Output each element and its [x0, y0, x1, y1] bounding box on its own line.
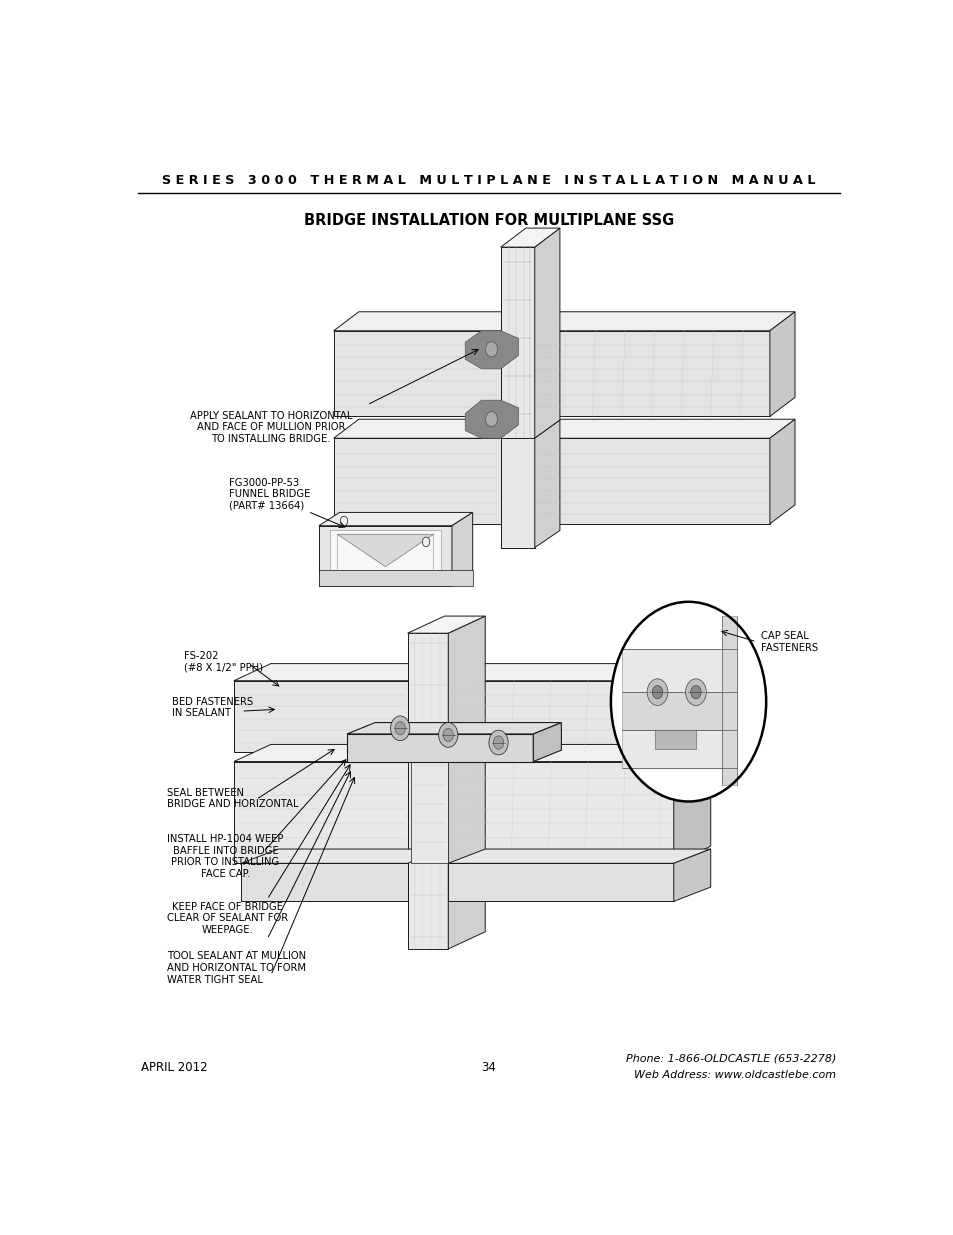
Text: 34: 34: [481, 1061, 496, 1074]
Polygon shape: [535, 419, 794, 438]
Polygon shape: [448, 745, 710, 762]
Polygon shape: [673, 745, 710, 863]
Text: FG3000-PP-53
FUNNEL BRIDGE
(PART# 13664): FG3000-PP-53 FUNNEL BRIDGE (PART# 13664): [229, 478, 310, 511]
Polygon shape: [535, 311, 794, 331]
Polygon shape: [465, 400, 518, 438]
Polygon shape: [535, 331, 769, 416]
Circle shape: [390, 716, 410, 741]
Polygon shape: [500, 228, 559, 247]
Polygon shape: [465, 331, 518, 369]
Text: BRIDGE INSTALLATION FOR MULTIPLANE SSG: BRIDGE INSTALLATION FOR MULTIPLANE SSG: [303, 212, 674, 228]
Polygon shape: [448, 762, 673, 863]
Polygon shape: [347, 734, 533, 762]
Polygon shape: [769, 311, 794, 416]
Polygon shape: [233, 680, 407, 752]
Polygon shape: [655, 730, 696, 750]
Polygon shape: [318, 513, 472, 526]
Polygon shape: [233, 762, 407, 863]
Circle shape: [340, 516, 347, 526]
Polygon shape: [334, 438, 500, 524]
Polygon shape: [673, 663, 710, 752]
Polygon shape: [621, 692, 736, 730]
Circle shape: [685, 679, 705, 705]
Circle shape: [438, 722, 457, 747]
Text: Phone: 1-866-OLDCASTLE (653-2278): Phone: 1-866-OLDCASTLE (653-2278): [625, 1053, 836, 1063]
Polygon shape: [411, 752, 448, 863]
Polygon shape: [407, 634, 448, 948]
Polygon shape: [448, 863, 673, 902]
Polygon shape: [318, 571, 472, 585]
Circle shape: [610, 601, 765, 802]
Text: FS-202
(#8 X 1/2" PPH): FS-202 (#8 X 1/2" PPH): [183, 651, 262, 673]
Text: INSTALL HP-1004 WEEP
BAFFLE INTO BRIDGE
PRIOR TO INSTALLING
FACE CAP.: INSTALL HP-1004 WEEP BAFFLE INTO BRIDGE …: [167, 835, 283, 879]
Circle shape: [485, 411, 497, 427]
Circle shape: [646, 679, 667, 705]
Polygon shape: [407, 616, 485, 634]
Polygon shape: [533, 722, 560, 762]
Polygon shape: [535, 228, 559, 438]
Polygon shape: [500, 247, 535, 438]
Polygon shape: [621, 650, 736, 692]
Polygon shape: [769, 419, 794, 524]
Text: APRIL 2012: APRIL 2012: [141, 1061, 208, 1074]
Polygon shape: [337, 535, 433, 567]
Text: BED FASTENERS
IN SEALANT: BED FASTENERS IN SEALANT: [172, 697, 253, 719]
Text: KEEP FACE OF BRIDGE
CLEAR OF SEALANT FOR
WEEPAGE.: KEEP FACE OF BRIDGE CLEAR OF SEALANT FOR…: [167, 902, 288, 935]
Circle shape: [485, 342, 497, 357]
Polygon shape: [330, 531, 440, 571]
Polygon shape: [233, 663, 444, 680]
Polygon shape: [535, 438, 769, 524]
Polygon shape: [448, 680, 673, 752]
Polygon shape: [673, 848, 710, 902]
Circle shape: [442, 729, 453, 741]
Text: APPLY SEALANT TO HORIZONTAL
AND FACE OF MULLION PRIOR
TO INSTALLING BRIDGE.: APPLY SEALANT TO HORIZONTAL AND FACE OF …: [190, 411, 352, 443]
Polygon shape: [721, 616, 736, 785]
Polygon shape: [448, 848, 710, 863]
Text: S E R I E S   3 0 0 0   T H E R M A L   M U L T I P L A N E   I N S T A L L A T : S E R I E S 3 0 0 0 T H E R M A L M U L …: [162, 174, 815, 186]
Text: TOOL SEALANT AT MULLION
AND HORIZONTAL TO FORM
WATER TIGHT SEAL: TOOL SEALANT AT MULLION AND HORIZONTAL T…: [167, 951, 306, 984]
Polygon shape: [535, 420, 559, 547]
Polygon shape: [233, 745, 444, 762]
Polygon shape: [448, 616, 485, 948]
Polygon shape: [452, 513, 472, 585]
Polygon shape: [347, 722, 560, 734]
Circle shape: [422, 537, 429, 547]
Polygon shape: [241, 863, 407, 902]
Circle shape: [493, 736, 503, 750]
Text: SEAL BETWEEN
BRIDGE AND HORIZONTAL: SEAL BETWEEN BRIDGE AND HORIZONTAL: [167, 788, 298, 809]
Polygon shape: [334, 419, 525, 438]
Polygon shape: [318, 526, 452, 585]
Polygon shape: [334, 311, 525, 331]
Polygon shape: [448, 663, 710, 680]
Text: Web Address: www.oldcastlebe.com: Web Address: www.oldcastlebe.com: [634, 1071, 836, 1081]
Text: CAP SEAL
FASTENERS: CAP SEAL FASTENERS: [760, 631, 818, 652]
Polygon shape: [621, 730, 736, 768]
Circle shape: [652, 685, 662, 699]
Circle shape: [395, 721, 405, 735]
Polygon shape: [500, 438, 535, 547]
Polygon shape: [334, 331, 500, 416]
Circle shape: [690, 685, 700, 699]
Circle shape: [488, 730, 508, 755]
Polygon shape: [241, 848, 444, 863]
